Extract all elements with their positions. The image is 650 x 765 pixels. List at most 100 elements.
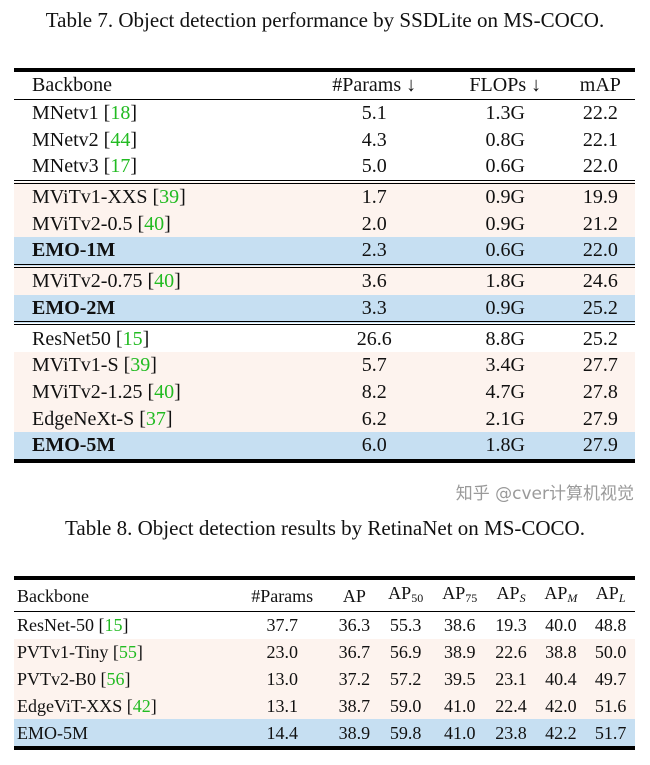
table-cell: EMO-5M (14, 431, 304, 461)
table-cell: 8.2 (303, 378, 445, 406)
table-cell: 59.0 (378, 692, 433, 720)
table-cell: 3.6 (303, 265, 445, 295)
table-cell: 0.6G (445, 153, 566, 182)
cell-text: 23.8 (495, 722, 527, 743)
table-cell: 26.6 (304, 323, 445, 352)
table-cell: 41.0 (432, 692, 487, 720)
table-cell: 5.1 (304, 99, 445, 126)
cell-text: 13.0 (266, 668, 298, 689)
citation-link[interactable]: 17 (110, 155, 131, 178)
citation-link[interactable]: 55 (118, 642, 137, 663)
cell-text: 0.9G (485, 212, 525, 235)
citation-link[interactable]: 40 (154, 270, 175, 293)
table-cell: 21.2 (565, 210, 635, 238)
table-row: MNetv1 [18] 5.1 1.3G 22.2 (14, 99, 635, 126)
table-cell: 2.3 (303, 237, 445, 266)
citation-link[interactable]: 40 (154, 380, 175, 403)
table-cell: 0.9G (444, 181, 566, 211)
cell-text: PVTv2-B0 (17, 668, 97, 689)
cell-text: PVTv1-Tiny (17, 642, 109, 663)
cell-text: 2.3 (361, 239, 387, 262)
cell-text: 1.3G (485, 102, 525, 125)
table-cell: EMO-5M (14, 719, 235, 748)
table-row: EMO-2M 3.3 0.9G 25.2 (14, 294, 635, 324)
cell-text: AP (342, 585, 366, 606)
citation-link[interactable]: 40 (144, 212, 165, 235)
table-cell: 19.9 (565, 181, 635, 211)
table-cell: 1.7 (303, 181, 445, 211)
citation-link[interactable]: 15 (104, 615, 123, 636)
cell-text: 36.7 (338, 642, 371, 663)
citation-link[interactable]: 37 (145, 407, 166, 430)
subscript: 50 (411, 591, 424, 605)
table-row: MNetv2 [44] 4.3 0.8G 22.1 (14, 126, 635, 153)
table-cell: 50.0 (586, 638, 635, 666)
table-row: EdgeNeXt-S [37] 6.2 2.1G 27.9 (14, 405, 635, 432)
table-cell: 22.4 (486, 692, 536, 720)
table-cell: 40.4 (535, 665, 587, 693)
table-row: PVTv2-B0 [56] 13.0 37.2 57.2 39.5 23.1 40.4 49.… (14, 665, 635, 693)
table-cell: 38.8 (535, 638, 587, 666)
table-cell: 1.3G (445, 99, 566, 126)
cell-text: MNetv1 (32, 102, 99, 125)
table-cell: 13.0 (234, 665, 331, 693)
table-row: MViTv2-0.75 [40] 3.6 1.8G 24.6 (14, 265, 635, 295)
citation-link[interactable]: 56 (106, 668, 125, 689)
cell-text: 22.1 (582, 128, 618, 151)
cell-text: 27.9 (582, 407, 618, 430)
cell-text: 41.0 (443, 722, 476, 743)
header-row: Backbone #Params AP AP50 AP75 APS APM APL (14, 578, 635, 612)
citation-link[interactable]: 39 (130, 354, 151, 377)
table-cell: 0.6G (444, 237, 566, 266)
cell-text: AP (388, 583, 412, 603)
cell-text: Backbone (17, 585, 89, 606)
cell-text: 56.9 (389, 642, 422, 663)
citation-link[interactable]: 44 (110, 128, 131, 151)
table7-caption: Table 7. Object detection performance by… (45, 8, 605, 32)
table-cell: 59.8 (378, 719, 433, 748)
cell-text: 3.6 (361, 270, 387, 293)
table-cell: 6.2 (303, 405, 445, 432)
cell-text: 48.8 (594, 615, 627, 636)
cell-text: 3.4G (485, 354, 525, 377)
cell-text: 21.2 (582, 212, 618, 235)
table7: Backbone #Params ↓ FLOPs ↓ mAP MNetv1 [18] 5.… (14, 68, 635, 463)
citation-link[interactable]: 39 (159, 186, 180, 209)
table-cell: 2.1G (444, 405, 566, 432)
cell-text: Backbone (32, 74, 112, 97)
table-cell: Backbone (14, 70, 304, 99)
table-cell: 23.8 (486, 719, 536, 748)
citation-link[interactable]: 42 (132, 695, 151, 716)
table-row: MViTv2-0.5 [40] 2.0 0.9G 21.2 (14, 210, 635, 238)
subscript: M (567, 591, 578, 605)
table-cell: 38.6 (433, 612, 487, 639)
table-cell: #Params (234, 578, 330, 612)
table-cell: 39.5 (432, 665, 487, 693)
cell-text: 24.6 (582, 270, 618, 293)
table-cell: 23.0 (234, 638, 331, 666)
table-cell: MViTv2-0.5 [40] (14, 210, 304, 238)
table8-caption: Table 8. Object detection results by Ret… (65, 516, 585, 540)
table-cell: MNetv3 [17] (32, 155, 138, 178)
cell-text: 0.9G (485, 296, 525, 319)
table-cell: 19.3 (487, 612, 536, 639)
cell-text: EdgeNeXt-S (32, 407, 135, 430)
cell-text: MViTv2-1.25 (32, 380, 143, 403)
cell-text: 51.7 (594, 722, 627, 743)
table-cell: 55.3 (379, 612, 433, 639)
cell-text: 41.0 (443, 695, 476, 716)
cell-text: 0.8G (485, 128, 525, 151)
table-cell: 24.6 (565, 265, 635, 295)
citation-link[interactable]: 18 (110, 102, 131, 125)
cell-text: 55.3 (389, 615, 422, 636)
citation-link[interactable]: 15 (122, 327, 143, 350)
table-cell: 37.7 (234, 612, 330, 639)
table-cell: 14.4 (234, 719, 331, 748)
table-cell: 22.0 (565, 237, 635, 266)
table-cell: APM (535, 578, 586, 612)
table-row: ResNet50 [15] 26.6 8.8G 25.2 (14, 323, 635, 352)
table-cell: 48.8 (586, 612, 635, 639)
cell-text: 0.9G (485, 186, 525, 209)
table-cell: 51.6 (586, 692, 635, 720)
cell-text: 14.4 (266, 722, 298, 743)
